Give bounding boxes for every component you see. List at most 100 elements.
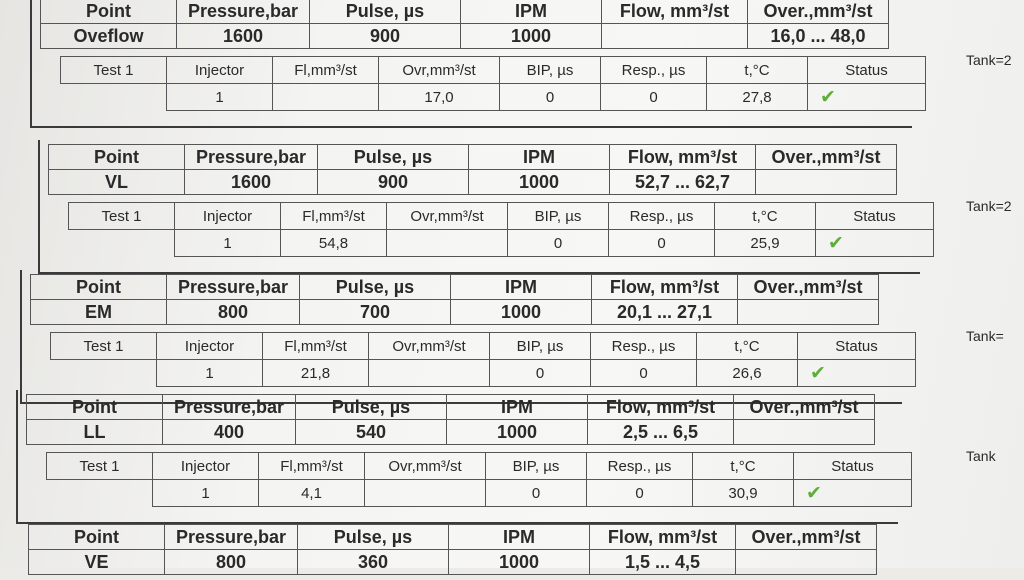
status-cell: ✔ (793, 479, 912, 507)
header-over: Over.,mm³/st (747, 0, 889, 24)
test-header-fl: Fl,mm³/st (280, 202, 387, 230)
value-point: Oveflow (40, 23, 177, 49)
header-pulse: Pulse, µs (309, 0, 461, 24)
tank-label: Tank=2 (966, 52, 1012, 68)
test-value-injector: 1 (174, 229, 281, 257)
test-header-injector: Injector (166, 56, 273, 84)
point-header-table: Point Pressure,bar Pulse, µs IPM Flow, mm³/s… (30, 274, 879, 325)
header-over: Over.,mm³/st (735, 524, 877, 550)
test-header-bip: BIP, µs (499, 56, 601, 84)
header-flow: Flow, mm³/st (601, 0, 748, 24)
test-value-injector: 1 (152, 479, 259, 507)
test-value-row: 1 17,0 0 0 27,8 ✔ (61, 83, 926, 111)
test-table: Test 1 Injector Fl,mm³/st Ovr,mm³/st BIP, µs… (50, 332, 916, 387)
status-cell: ✔ (797, 359, 916, 387)
header-over: Over.,mm³/st (737, 274, 879, 300)
value-point: EM (30, 299, 167, 325)
value-point: VE (28, 549, 165, 575)
test-header-status: Status (815, 202, 934, 230)
value-flow (601, 23, 748, 49)
test-value-bip: 0 (485, 479, 587, 507)
value-row: VE 800 360 1000 1,5 ... 4,5 (28, 549, 877, 575)
test-header-injector: Injector (156, 332, 263, 360)
test-header-bip: BIP, µs (485, 452, 587, 480)
value-flow: 1,5 ... 4,5 (589, 549, 736, 575)
point-header-table: Point Pressure,bar Pulse, µs IPM Flow, mm³/s… (26, 394, 875, 445)
value-ipm: 1000 (460, 23, 602, 49)
header-row: Point Pressure,bar Pulse, µs IPM Flow, mm³/s… (40, 0, 889, 24)
test-value-fl: 54,8 (280, 229, 387, 257)
test-value-temp: 26,6 (696, 359, 798, 387)
test-header-temp: t,°C (706, 56, 808, 84)
test-value-bip: 0 (507, 229, 609, 257)
test-value-resp: 0 (586, 479, 693, 507)
measurement-block (38, 140, 920, 274)
test-header-injector: Injector (152, 452, 259, 480)
test-header-row: Test 1 Injector Fl,mm³/st Ovr,mm³/st BIP, µs… (46, 452, 912, 480)
blank-cell (47, 480, 153, 507)
value-pressure: 800 (164, 549, 298, 575)
checkmark-icon: ✔ (810, 362, 826, 384)
header-pressure: Pressure,bar (184, 144, 318, 170)
test-value-ovr (386, 229, 508, 257)
header-row: Point Pressure,bar Pulse, µs IPM Flow, mm³/s… (26, 394, 875, 420)
value-pulse: 360 (297, 549, 449, 575)
value-pulse: 540 (295, 419, 447, 445)
header-pressure: Pressure,bar (164, 524, 298, 550)
blank-cell (51, 360, 157, 387)
blank-cell (61, 84, 167, 111)
value-ipm: 1000 (450, 299, 592, 325)
test-header-resp: Resp., µs (590, 332, 697, 360)
status-cell: ✔ (807, 83, 926, 111)
value-row: LL 400 540 1000 2,5 ... 6,5 (26, 419, 875, 445)
point-header-table: Point Pressure,bar Pulse, µs IPM Flow, mm³/s… (28, 524, 877, 575)
test-value-fl (272, 83, 379, 111)
value-flow: 2,5 ... 6,5 (587, 419, 734, 445)
test-value-resp: 0 (600, 83, 707, 111)
test-header-fl: Fl,mm³/st (272, 56, 379, 84)
test-value-row: 1 4,1 0 0 30,9 ✔ (47, 479, 912, 507)
test-header-status: Status (807, 56, 926, 84)
checkmark-icon: ✔ (828, 232, 844, 254)
value-point: VL (48, 169, 185, 195)
test-value-ovr (368, 359, 490, 387)
header-ipm: IPM (460, 0, 602, 24)
value-row: EM 800 700 1000 20,1 ... 27,1 (30, 299, 879, 325)
test-header-status: Status (797, 332, 916, 360)
header-flow: Flow, mm³/st (609, 144, 756, 170)
test-header-row: Test 1 Injector Fl,mm³/st Ovr,mm³/st BIP, µs… (68, 202, 934, 230)
value-flow: 20,1 ... 27,1 (591, 299, 738, 325)
value-pulse: 900 (309, 23, 461, 49)
header-row: Point Pressure,bar Pulse, µs IPM Flow, mm³/s… (30, 274, 879, 300)
tank-label: Tank=2 (966, 198, 1012, 214)
value-pressure: 1600 (184, 169, 318, 195)
blank-cell (69, 230, 175, 257)
test-value-fl: 21,8 (262, 359, 369, 387)
test-value-resp: 0 (590, 359, 697, 387)
value-point: LL (26, 419, 163, 445)
tank-label: Tank (966, 448, 996, 464)
header-row: Point Pressure,bar Pulse, µs IPM Flow, mm³/s… (48, 144, 897, 170)
header-over: Over.,mm³/st (733, 394, 875, 420)
header-ipm: IPM (468, 144, 610, 170)
test-table: Test 1 Injector Fl,mm³/st Ovr,mm³/st BIP, µs… (46, 452, 912, 507)
test-header-ovr: Ovr,mm³/st (368, 332, 490, 360)
test-value-fl: 4,1 (258, 479, 365, 507)
test-header-temp: t,°C (696, 332, 798, 360)
measurement-block (30, 0, 912, 128)
value-pulse: 700 (299, 299, 451, 325)
test-value-row: 1 21,8 0 0 26,6 ✔ (51, 359, 916, 387)
test-label: Test 1 (60, 56, 167, 84)
header-point: Point (48, 144, 185, 170)
value-ipm: 1000 (468, 169, 610, 195)
test-value-injector: 1 (166, 83, 273, 111)
checkmark-icon: ✔ (806, 482, 822, 504)
test-label: Test 1 (68, 202, 175, 230)
value-flow: 52,7 ... 62,7 (609, 169, 756, 195)
value-pressure: 800 (166, 299, 300, 325)
test-header-ovr: Ovr,mm³/st (386, 202, 508, 230)
test-value-temp: 27,8 (706, 83, 808, 111)
test-header-status: Status (793, 452, 912, 480)
checkmark-icon: ✔ (820, 86, 836, 108)
